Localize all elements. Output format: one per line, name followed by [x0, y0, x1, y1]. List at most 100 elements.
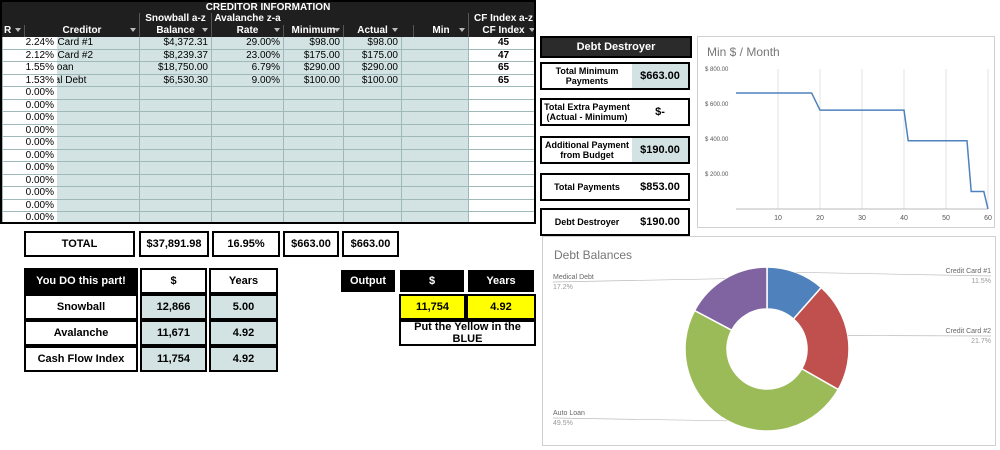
cell-cf-index[interactable]	[468, 174, 534, 186]
cell-cf-index[interactable]	[468, 162, 534, 174]
col-header-r[interactable]: R	[2, 25, 24, 37]
cell-minimum[interactable]	[283, 174, 343, 186]
cell-minimum[interactable]: $175.00	[283, 49, 343, 61]
cell-minimum[interactable]	[283, 124, 343, 136]
cell-cf-index[interactable]	[468, 112, 534, 124]
cell-rate[interactable]	[211, 99, 283, 111]
cell-cf-index[interactable]: 47	[468, 49, 534, 61]
cell-min-pct[interactable]: 0.00%	[2, 174, 57, 186]
cell-actual[interactable]	[343, 87, 401, 99]
cell-rate[interactable]: 6.79%	[211, 62, 283, 74]
cell-cf-index[interactable]	[468, 187, 534, 199]
cell-actual[interactable]: $98.00	[343, 37, 401, 49]
col-header-minimum[interactable]: Minimum	[283, 25, 343, 37]
cell-min-pct[interactable]: 2.24%	[2, 37, 57, 49]
cell-actual[interactable]	[343, 187, 401, 199]
cell-rate[interactable]	[211, 149, 283, 161]
debt-balances-chart[interactable]: Debt Balances Credit Card #1 11.5% Credit …	[542, 236, 996, 446]
cell-actual[interactable]	[343, 174, 401, 186]
cell-actual[interactable]: $175.00	[343, 49, 401, 61]
cell-minimum[interactable]: $290.00	[283, 62, 343, 74]
filter-icon[interactable]	[459, 28, 465, 32]
cell-rate[interactable]: 23.00%	[211, 49, 283, 61]
cell-min-pct[interactable]: 0.00%	[2, 137, 57, 149]
cell-cf-index[interactable]	[468, 149, 534, 161]
cell-minimum[interactable]	[283, 212, 343, 222]
filter-icon[interactable]	[202, 28, 208, 32]
filter-icon[interactable]	[334, 28, 340, 32]
cell-minimum[interactable]	[283, 199, 343, 211]
cell-min-pct[interactable]: 0.00%	[2, 187, 57, 199]
cell-balance[interactable]	[139, 187, 211, 199]
you-do-dollar-snowball[interactable]: 12,866	[140, 294, 207, 320]
cell-min-pct[interactable]: 0.00%	[2, 149, 57, 161]
cell-cf-index[interactable]: 65	[468, 74, 534, 86]
cell-rate[interactable]	[211, 162, 283, 174]
cell-min-pct[interactable]: 0.00%	[2, 87, 57, 99]
cell-actual[interactable]	[343, 212, 401, 222]
cell-min-pct[interactable]: 0.00%	[2, 112, 57, 124]
filter-icon[interactable]	[274, 28, 280, 32]
dd-value[interactable]: $190.00	[632, 138, 688, 162]
cell-min-pct[interactable]: 2.12%	[2, 49, 57, 61]
filter-icon[interactable]	[130, 28, 136, 32]
cell-balance[interactable]	[139, 137, 211, 149]
cell-minimum[interactable]	[283, 99, 343, 111]
cell-minimum[interactable]	[283, 87, 343, 99]
cell-balance[interactable]: $8,239.37	[139, 49, 211, 61]
cell-actual[interactable]	[343, 149, 401, 161]
col-header-creditor[interactable]: Creditor	[24, 25, 139, 37]
you-do-years-snowball[interactable]: 5.00	[209, 294, 278, 320]
filter-icon[interactable]	[15, 28, 21, 32]
cell-balance[interactable]: $4,372.31	[139, 37, 211, 49]
cell-actual[interactable]	[343, 112, 401, 124]
cell-rate[interactable]	[211, 199, 283, 211]
cell-cf-index[interactable]: 65	[468, 62, 534, 74]
col-header-cf-index[interactable]: CF Index	[468, 25, 534, 37]
cell-minimum[interactable]	[283, 162, 343, 174]
cell-actual[interactable]: $100.00	[343, 74, 401, 86]
cell-min-pct[interactable]: 0.00%	[2, 162, 57, 174]
cell-rate[interactable]	[211, 87, 283, 99]
cell-min-pct[interactable]: 1.55%	[2, 62, 57, 74]
cell-actual[interactable]	[343, 162, 401, 174]
cell-rate[interactable]	[211, 187, 283, 199]
you-do-dollar-cashflow[interactable]: 11,754	[140, 346, 207, 372]
cell-actual[interactable]	[343, 199, 401, 211]
cell-rate[interactable]	[211, 137, 283, 149]
cell-balance[interactable]	[139, 199, 211, 211]
cell-cf-index[interactable]	[468, 124, 534, 136]
cell-rate[interactable]: 9.00%	[211, 74, 283, 86]
cell-rate[interactable]	[211, 212, 283, 222]
col-header-actual[interactable]: Actual	[343, 25, 401, 37]
filter-icon[interactable]	[529, 28, 534, 32]
you-do-years-avalanche[interactable]: 4.92	[209, 320, 278, 346]
cell-balance[interactable]	[139, 174, 211, 186]
cell-cf-index[interactable]	[468, 137, 534, 149]
cell-cf-index[interactable]	[468, 87, 534, 99]
cell-actual[interactable]	[343, 99, 401, 111]
cell-minimum[interactable]	[283, 112, 343, 124]
col-header-min[interactable]: Min	[413, 25, 468, 37]
cell-min-pct[interactable]: 0.00%	[2, 99, 57, 111]
cell-balance[interactable]	[139, 212, 211, 222]
cell-balance[interactable]	[139, 149, 211, 161]
you-do-dollar-avalanche[interactable]: 11,671	[140, 320, 207, 346]
cell-actual[interactable]	[343, 137, 401, 149]
cell-balance[interactable]: $18,750.00	[139, 62, 211, 74]
cell-rate[interactable]	[211, 112, 283, 124]
cell-rate[interactable]	[211, 174, 283, 186]
cell-rate[interactable]	[211, 124, 283, 136]
cell-min-pct[interactable]: 0.00%	[2, 212, 57, 222]
cell-actual[interactable]	[343, 124, 401, 136]
min-per-month-chart[interactable]: Min $ / Month 10 20 30 40 50 60 $ 200.00 $ 400.…	[697, 36, 995, 228]
cell-cf-index[interactable]: 45	[468, 37, 534, 49]
cell-balance[interactable]	[139, 112, 211, 124]
cell-balance[interactable]	[139, 99, 211, 111]
cell-minimum[interactable]: $100.00	[283, 74, 343, 86]
cell-min-pct[interactable]: 1.53%	[2, 74, 57, 86]
cell-balance[interactable]	[139, 124, 211, 136]
cell-balance[interactable]	[139, 162, 211, 174]
cell-cf-index[interactable]	[468, 99, 534, 111]
cell-balance[interactable]	[139, 87, 211, 99]
